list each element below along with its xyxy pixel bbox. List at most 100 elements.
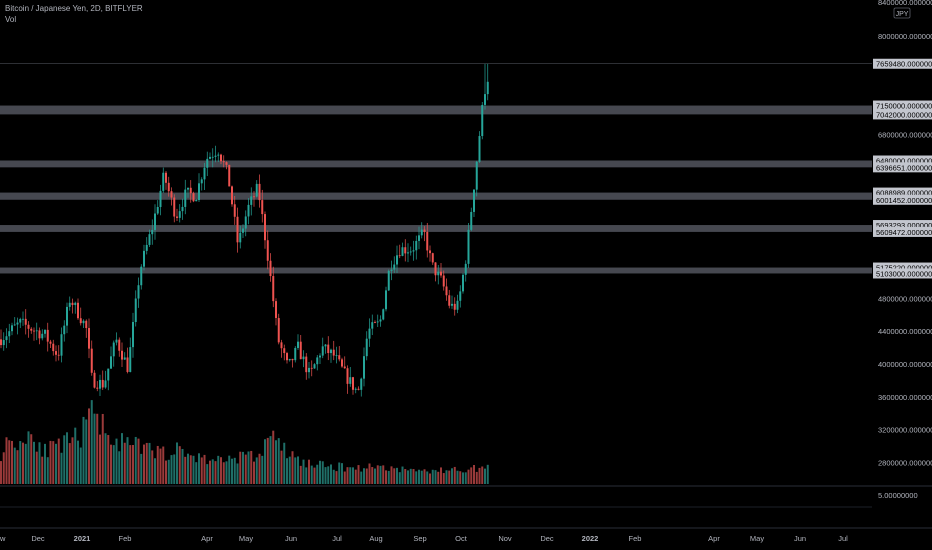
level-label: 7150000.00000000 — [876, 102, 932, 111]
candle-body — [57, 354, 60, 356]
level-label: 7659480.00000000 — [876, 60, 932, 69]
volume-bar — [294, 457, 297, 484]
volume-bar — [368, 463, 371, 484]
time-tick-label: May — [750, 534, 764, 543]
level-label: 6480000.00000000 — [876, 157, 932, 166]
volume-bar — [324, 467, 327, 484]
level-label: 6396651.00000000 — [876, 163, 932, 172]
candle-body — [162, 172, 165, 191]
candle-body — [134, 298, 137, 323]
candle-body — [431, 253, 434, 263]
candle-body — [453, 303, 456, 310]
candle-body — [368, 328, 371, 339]
candle-body — [360, 378, 363, 390]
zones — [0, 105, 872, 274]
candle-body — [335, 355, 338, 357]
candle-body — [2, 340, 5, 346]
price-tick-label: 8400000.00000000 — [878, 0, 932, 7]
candle-body — [379, 319, 382, 322]
volume-bar — [123, 442, 126, 484]
volume-bar — [5, 437, 8, 484]
volume-bar — [415, 471, 418, 484]
time-tick-label: Jul — [332, 534, 342, 543]
volume-bar — [236, 463, 239, 484]
candle-body — [200, 179, 203, 184]
candle-body — [393, 264, 396, 270]
volume-bar — [418, 469, 420, 484]
candle-body — [214, 155, 217, 157]
candle-body — [253, 196, 255, 198]
currency-badge — [893, 7, 911, 19]
candle-body — [5, 336, 8, 341]
chart-legend: Bitcoin / Japanese Yen, 2D, BITFLYER Vol — [5, 3, 143, 25]
level-label-box — [873, 187, 932, 198]
candle-body — [170, 191, 173, 198]
candle-body — [385, 290, 387, 310]
candle-body — [349, 377, 352, 384]
candle-body — [310, 367, 313, 369]
candle-body — [211, 156, 214, 158]
time-tick-label: Jun — [285, 534, 297, 543]
candle-body — [233, 204, 236, 217]
price-tick-label: 3200000.00000000 — [878, 426, 932, 435]
volume-indicator-label[interactable]: Vol — [5, 15, 17, 24]
level-label: 7042000.00000000 — [876, 110, 932, 119]
time-tick-label: Aug — [369, 534, 382, 543]
volume-bar — [68, 443, 71, 484]
volume-bar — [349, 467, 352, 484]
candle-body — [68, 302, 71, 307]
time-tick-label: Jul — [838, 534, 848, 543]
volume-bar — [346, 467, 349, 484]
candle-body — [16, 322, 19, 325]
volume-bar — [327, 466, 330, 484]
volume-bar — [420, 470, 423, 484]
candle-body — [99, 379, 101, 389]
volume-bar — [104, 433, 107, 484]
volume-bar — [393, 468, 396, 484]
volume-bar — [467, 469, 470, 484]
candle-body — [382, 309, 385, 320]
candle-body — [52, 343, 55, 352]
candle-body — [173, 197, 176, 217]
candle-body — [429, 250, 431, 254]
volume-bar — [77, 440, 79, 484]
candle-body — [365, 338, 368, 357]
volume-bar — [82, 416, 85, 484]
candle-body — [35, 330, 38, 332]
candle-body — [401, 247, 404, 256]
candle-body — [239, 232, 242, 243]
zone-3 — [0, 225, 872, 232]
volume-bar — [462, 472, 464, 484]
volume-bar — [283, 442, 286, 484]
volume-bar — [159, 448, 162, 484]
volume-bar — [66, 432, 68, 484]
candle-body — [321, 346, 324, 356]
candle-body — [475, 161, 478, 190]
candle-body — [486, 81, 489, 95]
candle-body — [407, 252, 409, 254]
volume-bar — [341, 463, 343, 484]
volume-bar — [49, 440, 52, 484]
candle-body — [110, 356, 112, 369]
time-tick-label: Dec — [540, 534, 554, 543]
time-tick-label: May — [239, 534, 253, 543]
volume-bar — [247, 451, 250, 484]
candle-body — [418, 235, 420, 241]
volume-bar — [360, 471, 363, 484]
candle-body — [327, 344, 330, 354]
volume-bar — [11, 440, 13, 484]
symbol-title[interactable]: Bitcoin / Japanese Yen, 2D, BITFLYER — [5, 4, 143, 13]
volume-bar — [121, 433, 123, 484]
candle-body — [107, 368, 110, 381]
candle-body — [357, 388, 360, 390]
volume-bar — [173, 454, 176, 484]
volume-bar — [162, 446, 165, 484]
candle-body — [363, 356, 365, 379]
volume-bar — [154, 458, 156, 484]
candle-body — [297, 341, 299, 348]
volume-bar — [385, 470, 387, 484]
volume-bar — [220, 457, 222, 484]
volume-bar — [74, 427, 77, 484]
volume-bar — [129, 445, 132, 484]
